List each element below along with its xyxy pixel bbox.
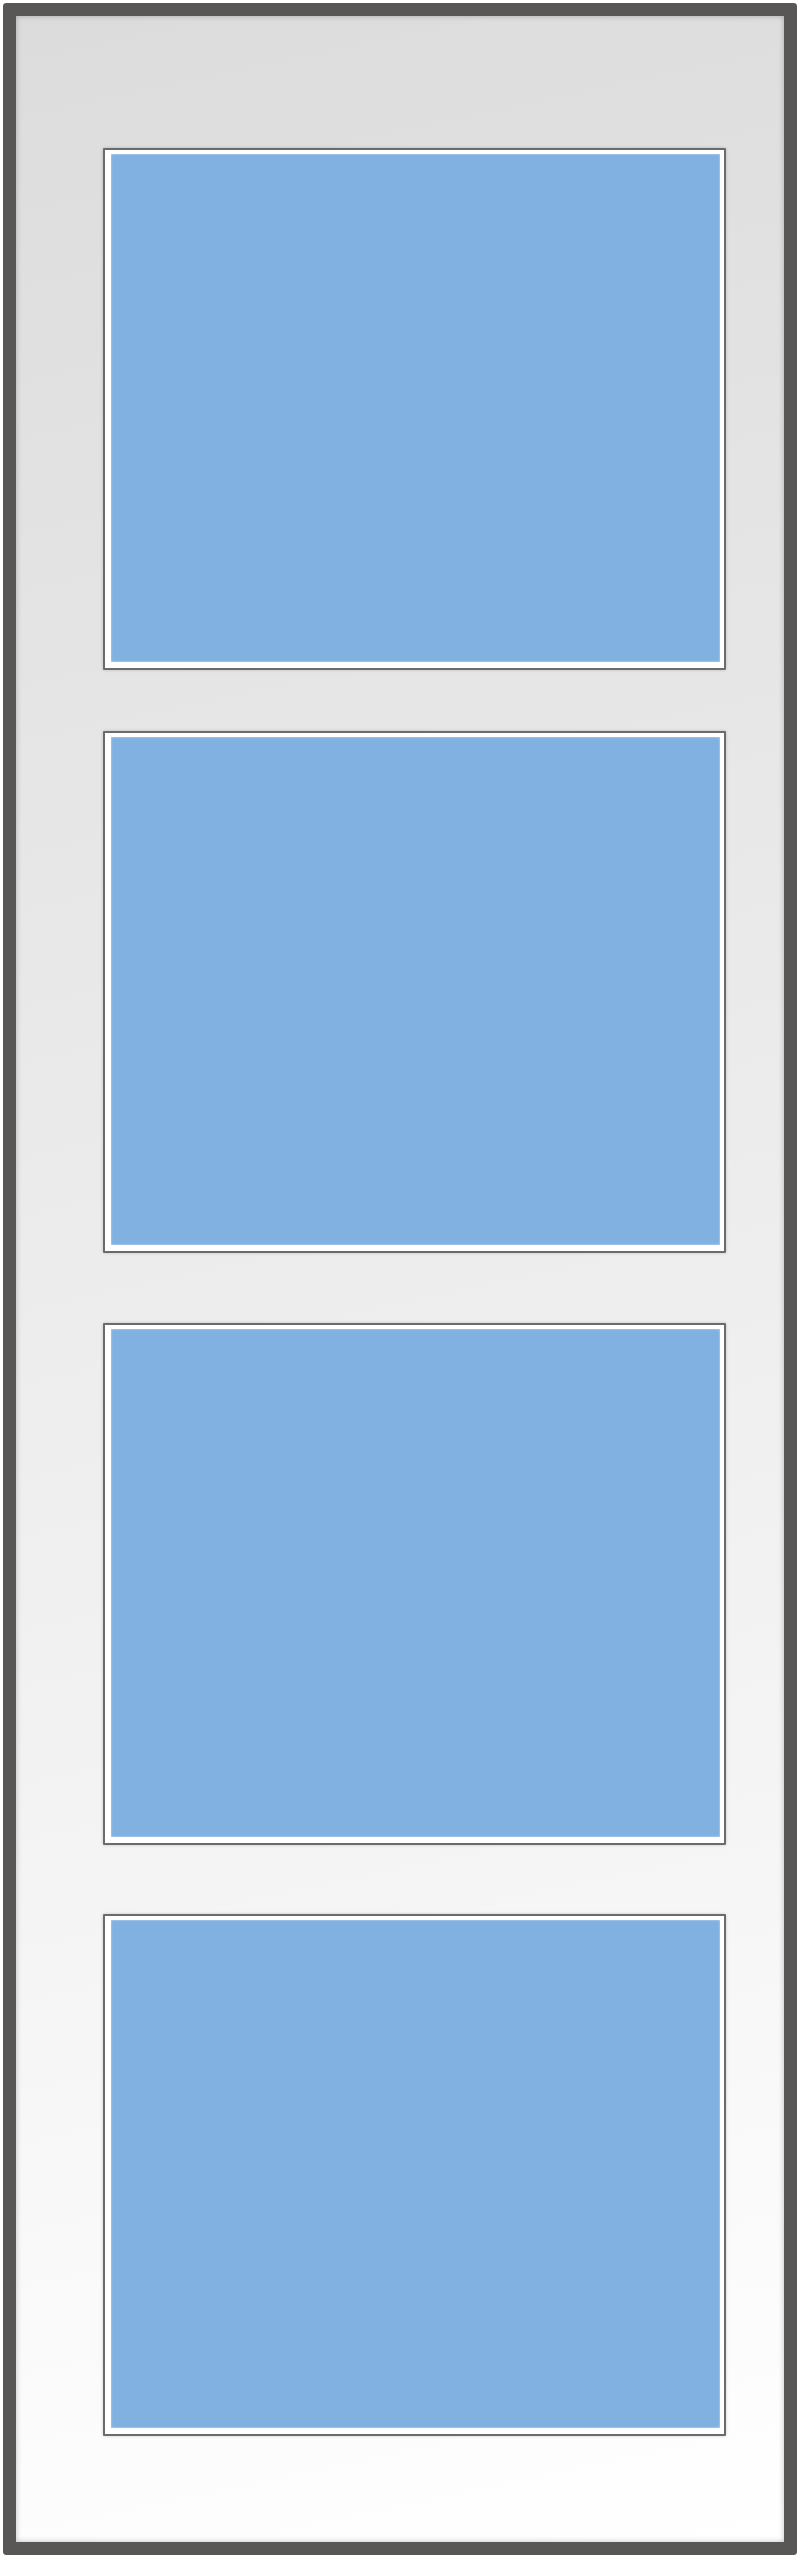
photo-placeholder-1 (111, 154, 720, 662)
photo-slot-4[interactable] (103, 1914, 726, 2436)
photo-placeholder-2 (111, 737, 720, 1245)
photo-slot-2[interactable] (103, 731, 726, 1253)
photo-slot-1[interactable] (103, 148, 726, 670)
photo-strip-frame (3, 3, 797, 2555)
photo-slot-3[interactable] (103, 1323, 726, 1845)
photo-placeholder-4 (111, 1920, 720, 2428)
photo-placeholder-3 (111, 1329, 720, 1837)
